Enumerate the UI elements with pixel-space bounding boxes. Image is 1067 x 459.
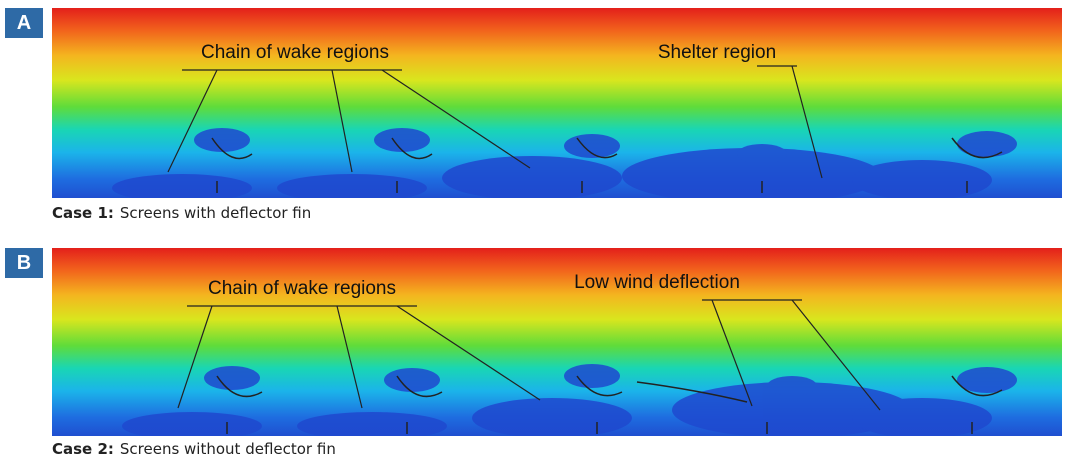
page: A Chain of wake regions Shelter region C… (0, 0, 1067, 459)
panel-label: B (5, 248, 43, 278)
annotation: Chain of wake regions (201, 42, 389, 63)
flow-field: Chain of wake regions Low wind deflectio… (52, 248, 1062, 436)
annotation: Shelter region (658, 42, 776, 63)
caption: Case 2: Screens without deflector fin (52, 440, 336, 458)
caption-text: Screens with deflector fin (120, 204, 311, 222)
caption-text: Screens without deflector fin (120, 440, 336, 458)
caption-case: Case 1: (52, 204, 114, 222)
annotation: Chain of wake regions (208, 278, 396, 299)
panel-label: A (5, 8, 43, 38)
caption: Case 1: Screens with deflector fin (52, 204, 311, 222)
annotation: Low wind deflection (574, 272, 740, 293)
flow-field: Chain of wake regions Shelter region (52, 8, 1062, 198)
caption-case: Case 2: (52, 440, 114, 458)
